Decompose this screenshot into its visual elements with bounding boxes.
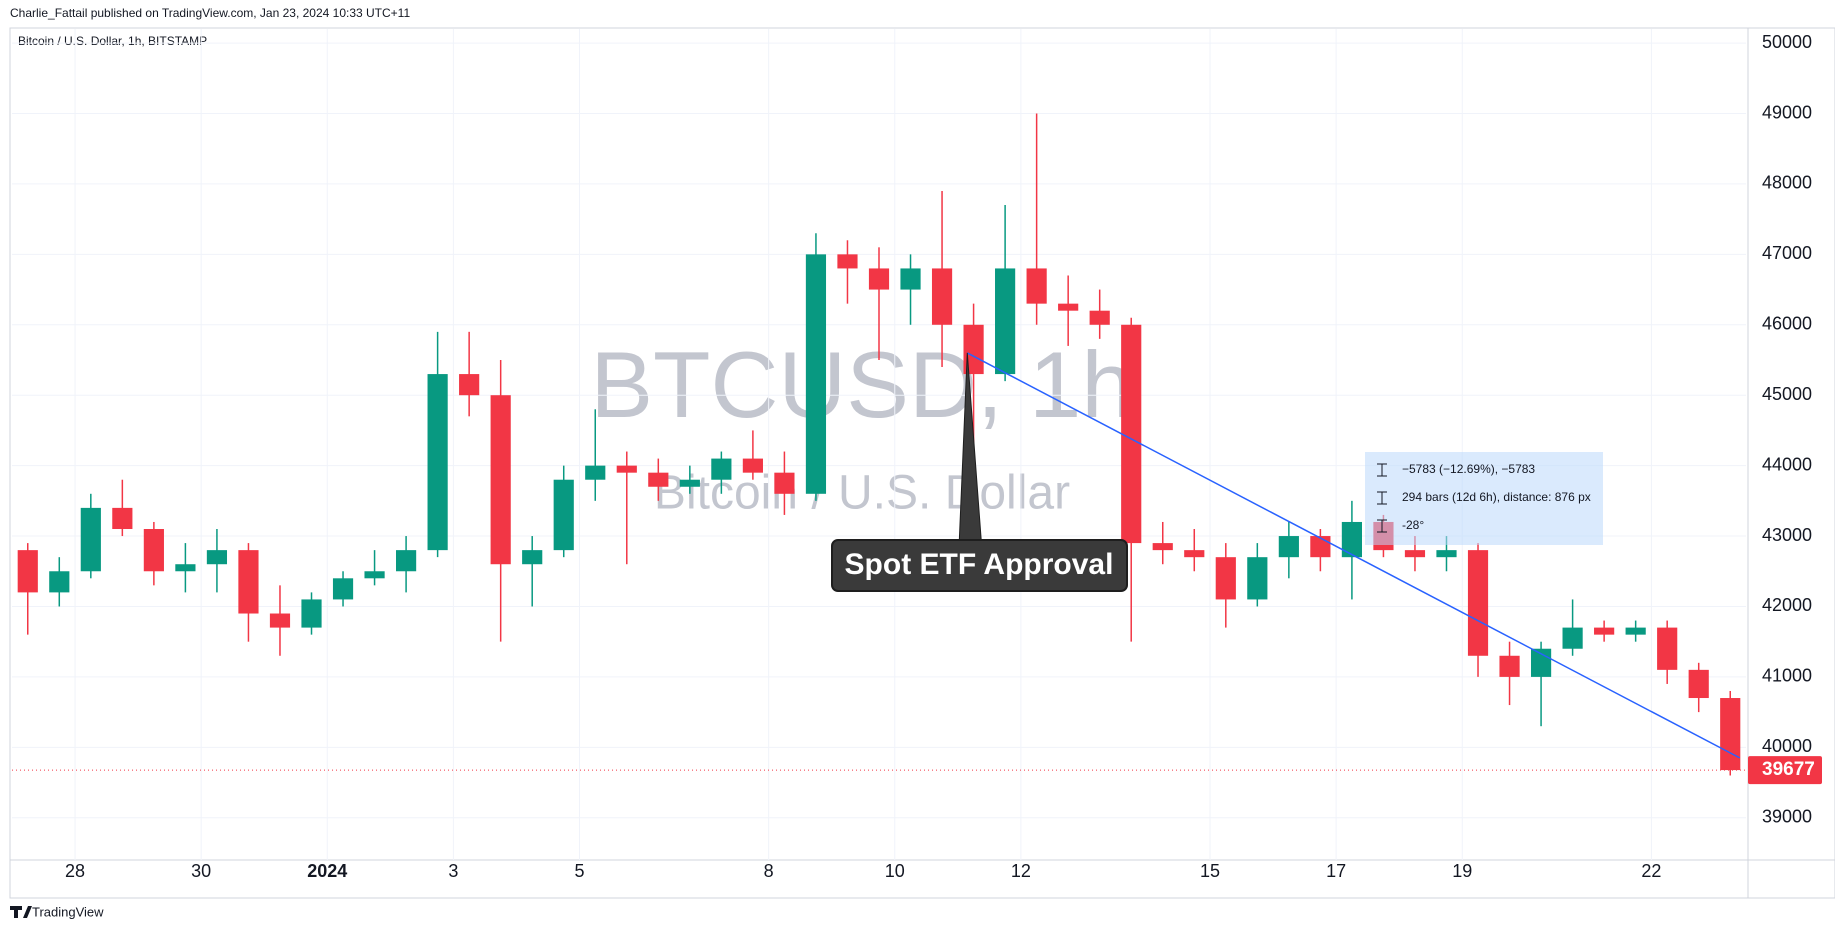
measure-text: -28° — [1402, 518, 1424, 532]
candle-body — [1152, 543, 1173, 551]
candle-body — [900, 268, 921, 290]
candle-body — [1688, 669, 1709, 699]
x-tick-label: 3 — [448, 861, 458, 881]
y-tick-label: 49000 — [1762, 102, 1812, 122]
x-tick-label: 19 — [1452, 861, 1472, 881]
y-tick-label: 46000 — [1762, 314, 1812, 334]
plot: 39000 40000 41000 42000 43000 44000 45000 46000… — [12, 29, 1822, 881]
x-tick-label: 2024 — [307, 861, 347, 881]
candle-body — [742, 458, 763, 473]
logo — [10, 906, 32, 918]
x-tick-label: 15 — [1200, 861, 1220, 881]
x-tick-label: 10 — [885, 861, 905, 881]
candle-body — [1436, 550, 1457, 558]
y-tick-label: 44000 — [1762, 454, 1812, 474]
x-tick-label: 22 — [1641, 861, 1661, 881]
y-tick-label: 45000 — [1762, 384, 1812, 404]
candle-body — [301, 599, 322, 628]
candle-body — [1720, 698, 1741, 771]
measure-text: 294 bars (12d 6h), distance: 876 px — [1402, 490, 1591, 504]
x-tick-label: 5 — [574, 861, 584, 881]
candle-body — [1625, 627, 1646, 635]
watermark: BTCUSD, 1h — [590, 332, 1133, 437]
candle-body — [427, 374, 448, 551]
measure-icon — [1377, 491, 1387, 505]
last-price-label: 39677 — [1762, 759, 1815, 780]
candle-body — [1341, 521, 1362, 558]
measure-text: −5783 (−12.69%), −5783 — [1402, 462, 1535, 476]
candle-body — [774, 472, 795, 494]
candle-body — [1499, 655, 1520, 677]
last-price-box — [1748, 756, 1822, 785]
candle-body — [490, 395, 511, 565]
trend-line — [966, 352, 1741, 759]
candle-body — [553, 479, 574, 551]
candle-body — [206, 550, 228, 565]
callout-box — [831, 539, 1128, 592]
y-tick-label: 39000 — [1762, 806, 1812, 826]
candle-body — [112, 507, 133, 530]
y-tick-label: 41000 — [1762, 666, 1812, 686]
candle-body — [269, 613, 291, 628]
candle-body — [648, 472, 669, 487]
symbol-label: Bitcoin / U.S. Dollar, 1h, BITSTAMP — [18, 34, 207, 48]
x-tick-label: 28 — [65, 861, 85, 881]
candle-body — [1184, 550, 1205, 558]
footer: TradingView — [32, 904, 104, 919]
candle-body — [1089, 310, 1110, 325]
candle-body — [332, 578, 354, 600]
candle-body — [459, 374, 480, 396]
candle-body — [963, 324, 984, 375]
candle-body — [995, 268, 1016, 375]
candle-body — [679, 479, 700, 487]
x-tick-label: 8 — [764, 861, 774, 881]
candle-body — [364, 571, 385, 579]
x-tick-label: 30 — [191, 861, 211, 881]
candle-body — [1247, 557, 1268, 600]
candle-body — [1215, 557, 1236, 600]
candle-body — [931, 268, 953, 325]
measure-icon — [1377, 463, 1387, 477]
candle-body — [522, 550, 543, 565]
candle-body — [1594, 627, 1615, 635]
candle-body — [396, 550, 417, 572]
publisher: Charlie_Fattail published on TradingView… — [10, 6, 410, 20]
y-tick-label: 47000 — [1762, 243, 1812, 263]
candle-body — [1026, 268, 1047, 304]
candle-body — [585, 465, 606, 480]
y-tick-label: 50000 — [1762, 32, 1812, 52]
candle-body — [1562, 627, 1583, 649]
candle-body — [616, 465, 637, 473]
candle-body — [80, 507, 101, 572]
candle-body — [143, 529, 164, 572]
candle-body — [1058, 303, 1079, 311]
measure-icon — [1377, 519, 1387, 533]
measure-box — [1365, 452, 1603, 545]
callout-text: Spot ETF Approval — [845, 548, 1114, 581]
candle-body — [805, 254, 827, 494]
candle-body — [49, 571, 70, 593]
candle-body — [1657, 627, 1678, 670]
candle-body — [1278, 536, 1299, 558]
candle-body — [17, 550, 38, 593]
y-tick-label: 48000 — [1762, 173, 1812, 193]
x-tick-label: 12 — [1011, 861, 1031, 881]
candle-body — [868, 268, 890, 290]
x-tick-label: 17 — [1326, 861, 1346, 881]
candle-body — [175, 564, 196, 572]
candle-body — [1467, 550, 1489, 656]
candle-body — [238, 550, 259, 614]
frame — [9, 27, 1835, 899]
y-tick-label: 42000 — [1762, 595, 1812, 615]
candle-body — [1310, 536, 1331, 558]
candle-body — [711, 458, 732, 480]
candle-body — [837, 254, 858, 269]
y-tick-label: 40000 — [1762, 736, 1812, 756]
y-tick-label: 43000 — [1762, 525, 1812, 545]
candle-body — [1404, 550, 1426, 558]
candle-body — [1121, 324, 1142, 544]
